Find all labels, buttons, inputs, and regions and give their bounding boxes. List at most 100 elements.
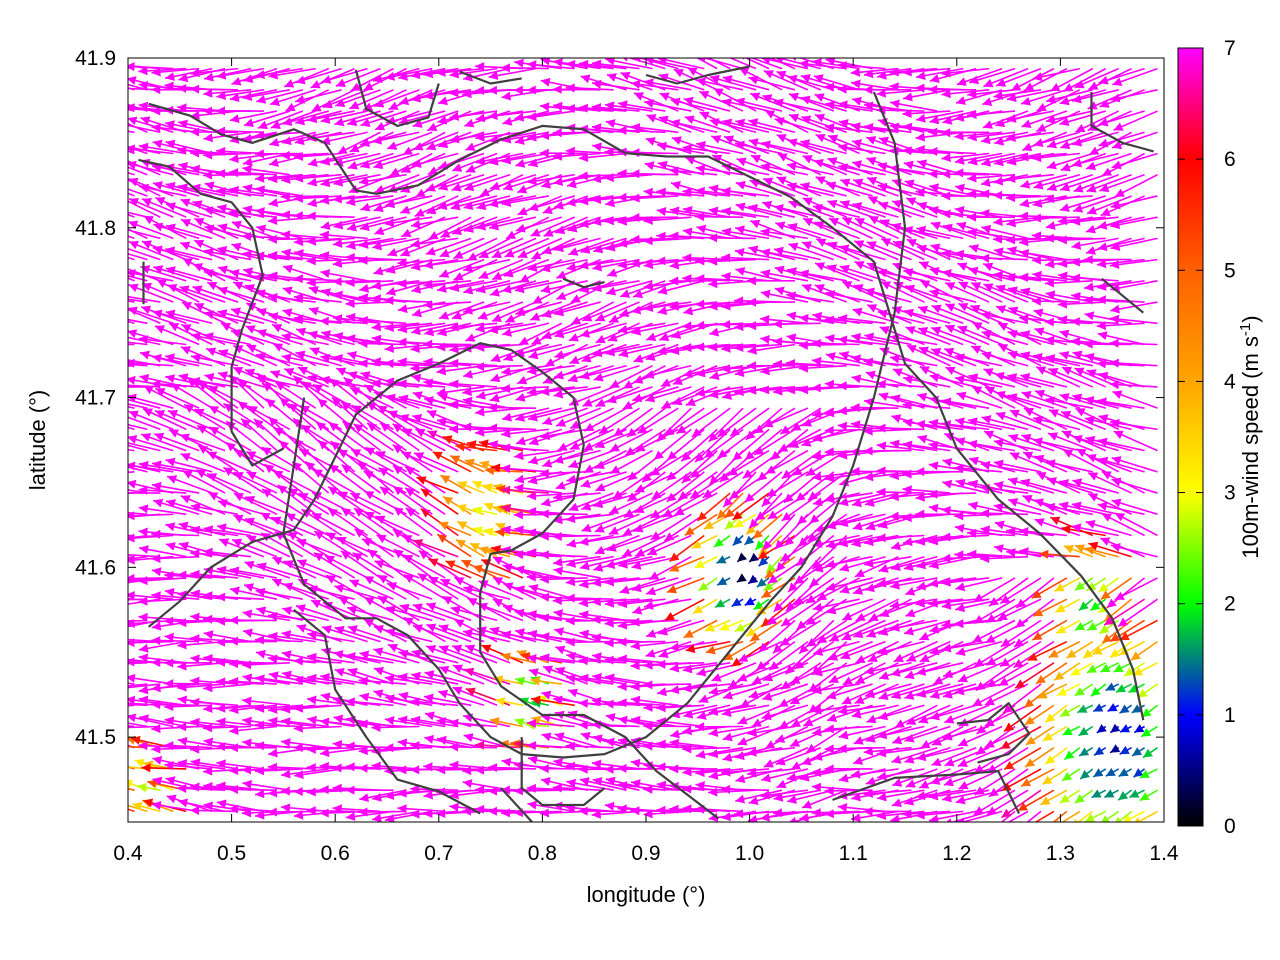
wind-vector xyxy=(983,67,1029,88)
wind-vector xyxy=(653,428,692,461)
wind-vector xyxy=(980,311,1029,325)
wind-vector xyxy=(941,532,990,542)
wind-vector xyxy=(746,276,795,286)
wind-vector xyxy=(452,686,498,707)
wind-vector xyxy=(762,513,796,551)
wind-vector xyxy=(462,301,511,315)
coastline-contour xyxy=(148,342,720,820)
wind-vector xyxy=(986,662,1029,688)
wind-vector xyxy=(371,810,420,822)
wind-vector xyxy=(514,110,562,122)
wind-vector xyxy=(595,301,640,322)
wind-vector xyxy=(595,322,640,344)
wind-vector xyxy=(1072,131,1119,147)
wind-vector xyxy=(1006,131,1055,143)
wind-vector xyxy=(1024,704,1055,726)
x-tick-label: 1.3 xyxy=(1046,842,1075,865)
wind-vector xyxy=(128,269,174,282)
wind-vector xyxy=(552,128,601,138)
wind-vector xyxy=(1109,744,1121,754)
wind-vector xyxy=(283,368,330,388)
wind-vector xyxy=(993,152,1042,167)
wind-vector xyxy=(644,58,692,70)
wind-vector xyxy=(722,75,770,91)
wind-vector xyxy=(1044,317,1093,327)
wind-vector xyxy=(230,307,278,325)
wind-vector xyxy=(1006,89,1055,103)
wind-vector xyxy=(254,766,303,776)
wind-vector xyxy=(784,641,822,675)
wind-vector xyxy=(824,764,873,774)
wind-vector xyxy=(1097,331,1145,346)
wind-vector xyxy=(1079,768,1094,780)
wind-vector xyxy=(359,789,407,803)
colorbar-label-close: ) xyxy=(1238,315,1263,322)
wind-vector xyxy=(1020,351,1068,367)
wind-vector xyxy=(1085,520,1132,537)
wind-vector xyxy=(128,200,161,218)
wind-vector xyxy=(307,630,355,643)
wind-vector xyxy=(295,110,342,126)
wind-vector xyxy=(229,269,278,282)
colorbar-tick-label: 7 xyxy=(1224,37,1236,60)
wind-vector xyxy=(954,131,1003,141)
wind-vector xyxy=(1008,433,1055,452)
wind-vector xyxy=(864,555,912,568)
wind-vector xyxy=(190,127,239,137)
wind-vector xyxy=(828,217,873,240)
wind-vector xyxy=(386,131,433,150)
wind-vector xyxy=(971,619,1016,643)
wind-vector xyxy=(903,308,951,325)
wind-vector xyxy=(306,695,355,707)
wind-vector xyxy=(826,264,873,282)
wind-vector xyxy=(464,667,511,685)
wind-vector xyxy=(438,624,485,643)
wind-vector xyxy=(957,662,1003,683)
wind-vector xyxy=(1139,768,1158,779)
wind-vector xyxy=(371,334,420,346)
colorbar-label-exponent: -1 xyxy=(1237,323,1254,336)
wind-vector xyxy=(609,449,653,475)
wind-vector xyxy=(634,58,679,70)
wind-vector xyxy=(734,225,783,240)
wind-vector xyxy=(379,486,420,515)
wind-vector xyxy=(904,725,951,743)
wind-vector xyxy=(773,577,809,613)
wind-vector xyxy=(777,152,822,176)
wind-vector xyxy=(646,114,692,134)
wind-vector xyxy=(876,441,925,452)
wind-vector xyxy=(1096,321,1145,331)
wind-vector xyxy=(152,309,200,325)
wind-vector xyxy=(449,424,498,434)
wind-vector xyxy=(980,554,1029,564)
wind-vector xyxy=(617,322,666,334)
wind-vector xyxy=(527,364,575,376)
wind-vector xyxy=(491,237,537,259)
wind-vector xyxy=(242,89,291,101)
wind-vector xyxy=(128,423,148,431)
wind-vector xyxy=(476,216,524,231)
wind-vector xyxy=(528,584,575,600)
wind-vector xyxy=(890,577,938,590)
wind-vector xyxy=(138,596,187,606)
wind-vector xyxy=(825,492,873,504)
wind-vector xyxy=(958,302,1003,325)
wind-vector xyxy=(246,344,291,367)
wind-vector xyxy=(401,451,446,473)
wind-vector xyxy=(438,258,485,278)
wind-vector xyxy=(515,407,563,422)
wind-vector xyxy=(970,304,1016,325)
wind-vector xyxy=(1098,456,1145,473)
wind-vector xyxy=(165,223,213,240)
wind-vector xyxy=(837,704,886,716)
wind-vector xyxy=(660,386,705,410)
wind-vector xyxy=(968,67,1016,85)
wind-vector xyxy=(815,133,860,155)
wind-vector xyxy=(128,108,135,112)
wind-vector xyxy=(904,284,951,303)
wind-vector xyxy=(578,656,627,666)
wind-vector xyxy=(358,255,407,265)
wind-vector xyxy=(981,224,1029,240)
wind-vector xyxy=(320,152,368,166)
wind-vector xyxy=(180,346,226,367)
